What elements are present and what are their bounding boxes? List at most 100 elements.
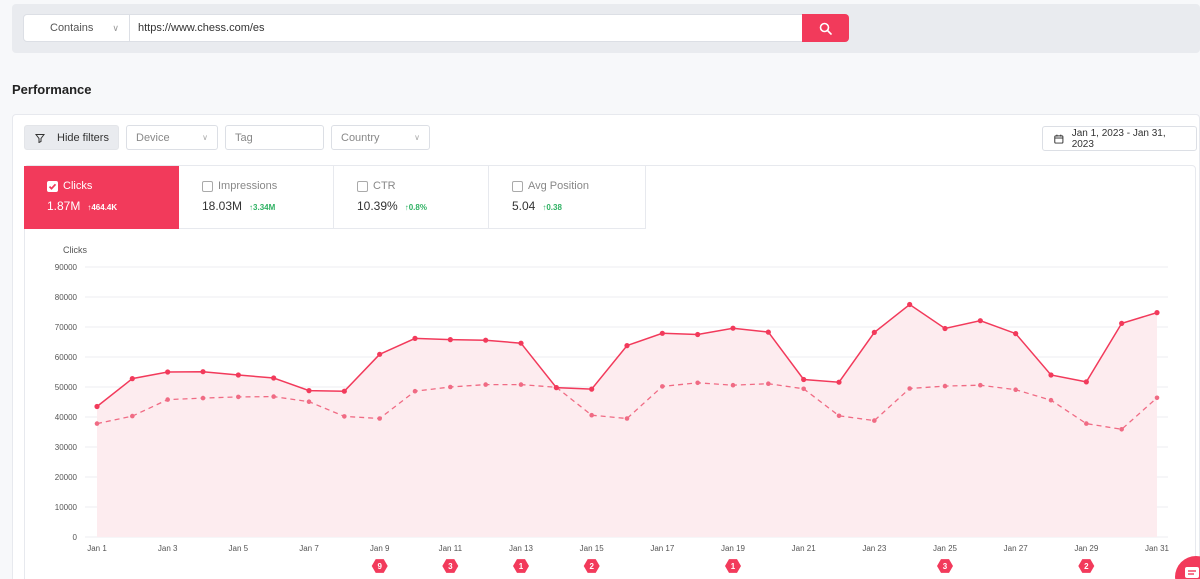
data-point-clicks: [624, 343, 630, 349]
x-tick-label: Jan 19: [721, 544, 746, 553]
data-point-previous: [130, 413, 135, 419]
metric-label: Avg Position: [528, 180, 589, 192]
checkbox-icon[interactable]: [202, 180, 213, 192]
data-point-previous: [165, 397, 170, 402]
data-point-previous: [306, 399, 312, 405]
x-tick-label: Jan 21: [792, 544, 817, 553]
metric-tab-clicks[interactable]: Clicks 1.87M ↑464.4K: [24, 166, 179, 229]
data-point-clicks: [942, 325, 948, 332]
data-point-clicks: [589, 386, 595, 392]
metric-delta-value: 3.34M: [253, 203, 276, 212]
x-tick-label: Jan 9: [370, 544, 390, 553]
data-point-previous: [589, 412, 594, 418]
annotation-count: 9: [377, 562, 382, 571]
match-mode-select[interactable]: Contains ∨: [24, 15, 130, 41]
x-tick-label: Jan 13: [509, 544, 534, 553]
x-tick-label: Jan 29: [1074, 544, 1099, 553]
annotation-marker: [937, 559, 953, 573]
data-point-clicks: [1083, 379, 1089, 385]
checkbox-icon[interactable]: [357, 180, 368, 192]
data-point-previous: [412, 388, 418, 394]
data-point-previous: [907, 386, 912, 391]
hide-filters-label: Hide filters: [57, 131, 109, 144]
metric-delta: ↑464.4K: [87, 203, 117, 212]
data-point-clicks: [695, 331, 701, 338]
data-point-previous: [801, 386, 806, 392]
metric-label: Impressions: [218, 180, 278, 192]
date-range-picker[interactable]: Jan 1, 2023 - Jan 31, 2023: [1042, 126, 1197, 151]
y-tick-label: 60000: [55, 353, 78, 362]
data-point-clicks: [836, 379, 842, 385]
data-point-clicks: [659, 330, 665, 336]
data-point-clicks: [129, 376, 135, 382]
annotation-count: 1: [731, 562, 736, 571]
metric-label: CTR: [373, 180, 396, 192]
y-tick-label: 40000: [55, 413, 78, 422]
data-point-clicks: [377, 351, 383, 357]
y-tick-label: 30000: [55, 443, 78, 452]
data-point-clicks: [306, 388, 312, 394]
country-filter[interactable]: Country ∨: [331, 125, 430, 150]
arrow-up-icon: ↑: [404, 203, 409, 212]
metric-delta-value: 0.38: [546, 203, 562, 212]
data-point-previous: [978, 382, 983, 388]
annotation-count: 1: [519, 562, 524, 571]
y-tick-label: 90000: [55, 263, 78, 272]
x-tick-label: Jan 31: [1145, 544, 1170, 553]
y-tick-label: 70000: [55, 323, 78, 332]
x-tick-label: Jan 3: [158, 544, 178, 553]
data-point-previous: [1048, 397, 1054, 403]
data-point-clicks: [1154, 310, 1160, 316]
device-filter[interactable]: Device ∨: [126, 125, 218, 150]
metric-tab-ctr[interactable]: CTR 10.39% ↑0.8%: [334, 166, 489, 229]
y-tick-label: 50000: [55, 383, 78, 392]
x-tick-label: Jan 23: [862, 544, 887, 553]
metric-delta: ↑3.34M: [249, 203, 275, 212]
x-tick-label: Jan 7: [299, 544, 319, 553]
chat-button[interactable]: [1175, 556, 1200, 579]
page-title: Performance: [12, 82, 92, 97]
url-search-input[interactable]: [130, 15, 802, 41]
data-point-clicks: [271, 375, 277, 381]
data-point-clicks: [235, 372, 241, 378]
metric-tab-avg-position[interactable]: Avg Position 5.04 ↑0.38: [489, 166, 646, 229]
match-mode-label: Contains: [50, 22, 94, 34]
calendar-icon: [1054, 134, 1064, 144]
data-point-clicks: [94, 403, 100, 410]
data-point-clicks: [801, 376, 807, 383]
arrow-up-icon: ↑: [249, 203, 254, 212]
data-point-previous: [1084, 421, 1089, 426]
hide-filters-button[interactable]: Hide filters: [24, 125, 119, 150]
metric-value: 18.03M: [202, 199, 243, 213]
search-icon: [819, 22, 832, 35]
device-filter-label: Device: [136, 131, 170, 144]
tag-filter[interactable]: Tag: [225, 125, 324, 150]
url-search: Contains ∨: [23, 14, 849, 42]
country-filter-label: Country: [341, 131, 380, 144]
data-point-previous: [94, 421, 100, 426]
metric-delta: ↑0.8%: [405, 203, 427, 212]
data-point-previous: [766, 381, 771, 387]
data-point-clicks: [765, 329, 771, 335]
data-point-previous: [836, 413, 842, 419]
data-point-clicks: [1048, 372, 1054, 378]
checkbox-icon[interactable]: [512, 180, 523, 192]
y-axis-label: Clicks: [63, 245, 87, 255]
data-point-previous: [483, 382, 488, 387]
metric-tab-impressions[interactable]: Impressions 18.03M ↑3.34M: [179, 166, 334, 229]
date-range-label: Jan 1, 2023 - Jan 31, 2023: [1071, 127, 1166, 150]
data-point-clicks: [341, 388, 347, 394]
data-point-clicks: [200, 369, 206, 375]
search-button[interactable]: [802, 14, 849, 42]
data-point-previous: [342, 414, 347, 419]
data-point-previous: [236, 394, 241, 400]
chevron-down-icon: ∨: [414, 133, 420, 142]
x-tick-label: Jan 5: [229, 544, 249, 553]
annotation-marker: [1078, 559, 1095, 573]
data-point-clicks: [907, 301, 913, 308]
checkbox-checked-icon[interactable]: [47, 180, 58, 192]
chevron-down-icon: ∨: [112, 22, 119, 33]
data-point-previous: [872, 418, 877, 423]
metric-value: 10.39%: [357, 199, 398, 213]
y-tick-label: 80000: [55, 293, 78, 302]
